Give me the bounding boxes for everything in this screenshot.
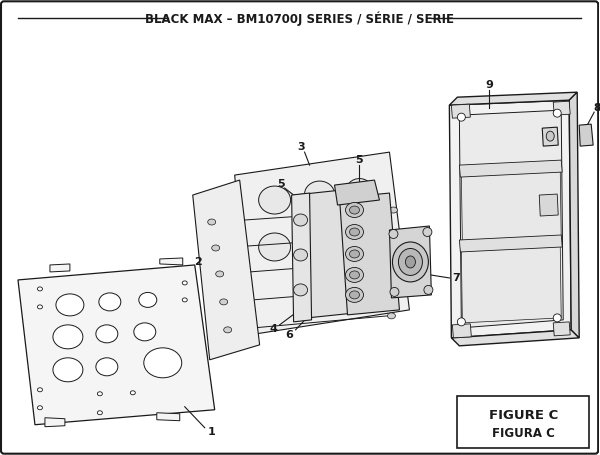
Ellipse shape	[37, 406, 43, 410]
Polygon shape	[449, 100, 571, 338]
Polygon shape	[18, 265, 215, 425]
Ellipse shape	[350, 228, 359, 236]
Ellipse shape	[259, 233, 290, 261]
Polygon shape	[461, 245, 561, 323]
Ellipse shape	[347, 178, 373, 202]
Polygon shape	[160, 258, 183, 265]
Ellipse shape	[293, 284, 308, 296]
Ellipse shape	[546, 131, 554, 141]
Ellipse shape	[350, 250, 359, 258]
Ellipse shape	[553, 109, 561, 117]
Ellipse shape	[392, 258, 400, 264]
Polygon shape	[389, 226, 431, 298]
Text: 4: 4	[269, 324, 278, 334]
Text: 3: 3	[298, 142, 305, 152]
Ellipse shape	[215, 271, 224, 277]
Ellipse shape	[389, 286, 397, 292]
Ellipse shape	[392, 242, 428, 282]
Ellipse shape	[346, 202, 364, 217]
Ellipse shape	[350, 206, 359, 214]
Polygon shape	[461, 170, 561, 243]
Polygon shape	[451, 330, 579, 346]
Polygon shape	[292, 193, 311, 322]
Ellipse shape	[259, 186, 290, 214]
Ellipse shape	[391, 233, 400, 239]
Ellipse shape	[97, 411, 103, 415]
Polygon shape	[539, 194, 558, 216]
Polygon shape	[553, 322, 570, 336]
Ellipse shape	[553, 314, 561, 322]
Polygon shape	[452, 324, 472, 338]
Polygon shape	[569, 92, 579, 338]
Text: 1: 1	[208, 427, 215, 437]
Text: 5: 5	[356, 155, 364, 165]
Ellipse shape	[343, 271, 370, 295]
Polygon shape	[193, 180, 260, 360]
Polygon shape	[340, 193, 400, 315]
Ellipse shape	[389, 207, 397, 213]
Ellipse shape	[220, 299, 227, 305]
Ellipse shape	[96, 358, 118, 376]
Ellipse shape	[99, 293, 121, 311]
Ellipse shape	[398, 248, 422, 275]
Ellipse shape	[305, 228, 335, 254]
Ellipse shape	[182, 281, 187, 285]
Ellipse shape	[139, 293, 157, 308]
Ellipse shape	[130, 391, 136, 395]
Text: 8: 8	[593, 103, 600, 113]
Polygon shape	[50, 264, 70, 272]
Ellipse shape	[224, 327, 232, 333]
Text: BLACK MAX – BM10700J SERIES / SÉRIE / SERIE: BLACK MAX – BM10700J SERIES / SÉRIE / SE…	[145, 11, 454, 25]
Ellipse shape	[37, 388, 43, 392]
Ellipse shape	[423, 228, 432, 237]
Ellipse shape	[97, 392, 103, 396]
Ellipse shape	[37, 305, 43, 309]
Ellipse shape	[53, 358, 83, 382]
Polygon shape	[553, 101, 570, 115]
Polygon shape	[451, 104, 470, 118]
Ellipse shape	[305, 277, 335, 303]
Ellipse shape	[346, 224, 364, 239]
Ellipse shape	[390, 288, 399, 296]
Polygon shape	[579, 124, 593, 146]
Ellipse shape	[182, 298, 187, 302]
Ellipse shape	[56, 294, 84, 316]
Ellipse shape	[134, 323, 156, 341]
Ellipse shape	[350, 291, 359, 299]
Ellipse shape	[37, 287, 43, 291]
Text: 7: 7	[452, 273, 460, 283]
Ellipse shape	[389, 229, 398, 238]
Ellipse shape	[346, 288, 364, 303]
Ellipse shape	[350, 271, 359, 279]
Ellipse shape	[208, 219, 215, 225]
Ellipse shape	[388, 313, 395, 319]
Ellipse shape	[144, 348, 182, 378]
Ellipse shape	[343, 224, 370, 248]
Polygon shape	[542, 127, 558, 146]
Polygon shape	[449, 92, 577, 105]
Ellipse shape	[346, 247, 364, 262]
Ellipse shape	[96, 325, 118, 343]
Polygon shape	[157, 413, 180, 421]
Polygon shape	[460, 235, 562, 252]
Text: 5: 5	[277, 179, 284, 189]
Text: 2: 2	[194, 257, 202, 267]
Polygon shape	[460, 110, 563, 328]
Polygon shape	[235, 152, 409, 335]
Ellipse shape	[346, 268, 364, 283]
Ellipse shape	[293, 249, 308, 261]
Polygon shape	[295, 187, 385, 318]
Ellipse shape	[457, 113, 466, 121]
Ellipse shape	[212, 245, 220, 251]
Text: FIGURA C: FIGURA C	[492, 427, 555, 440]
Ellipse shape	[406, 256, 415, 268]
Ellipse shape	[293, 214, 308, 226]
Ellipse shape	[457, 318, 466, 326]
FancyBboxPatch shape	[457, 396, 589, 448]
Ellipse shape	[424, 285, 433, 294]
Ellipse shape	[53, 325, 83, 349]
Text: 9: 9	[485, 80, 493, 90]
Polygon shape	[45, 418, 65, 427]
Polygon shape	[335, 180, 379, 205]
